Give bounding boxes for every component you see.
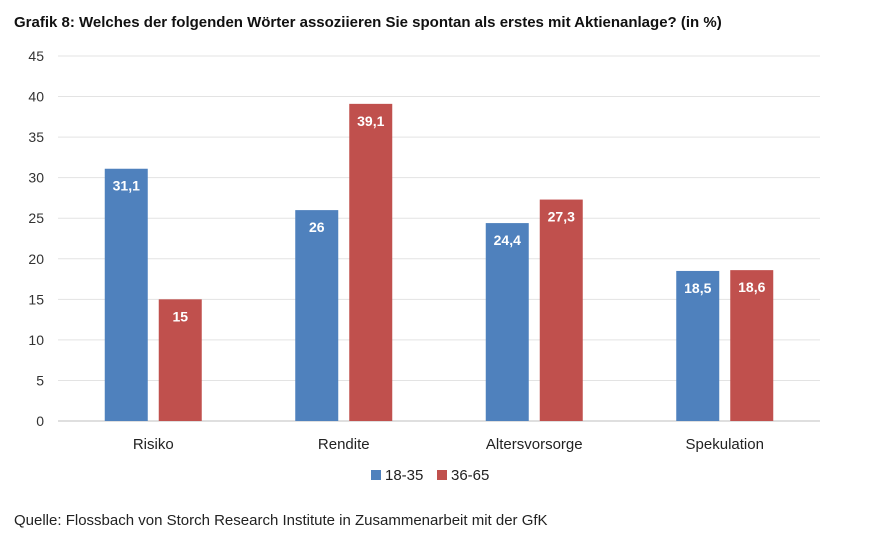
legend: 18-35 36-65 (371, 467, 489, 484)
y-tick-label: 30 (28, 170, 44, 186)
bar-rendite-36-65 (349, 103, 393, 421)
legend-swatch-18-35 (371, 470, 381, 480)
bar-risiko-18-35 (104, 168, 148, 421)
y-tick-label: 20 (28, 251, 44, 267)
bar-risiko-36-65 (158, 299, 202, 421)
y-tick-label: 0 (36, 413, 44, 429)
y-tick-label: 10 (28, 332, 44, 348)
bar-rendite-18-35 (295, 210, 339, 421)
category-label: Risiko (133, 436, 174, 453)
y-tick-label: 25 (28, 210, 44, 226)
data-label: 26 (309, 219, 325, 235)
data-label: 18,6 (738, 279, 765, 295)
category-label: Spekulation (686, 436, 764, 453)
bar-spekulation-36-65 (730, 270, 774, 421)
category-labels: Risiko Rendite Altersvorsorge Spekulation (133, 436, 764, 453)
source-note: Quelle: Flossbach von Storch Research In… (14, 512, 548, 529)
bar-altersvorsorge-18-35 (485, 223, 529, 421)
y-tick-label: 5 (36, 372, 44, 388)
data-label: 18,5 (684, 280, 711, 296)
bar-altersvorsorge-36-65 (539, 199, 583, 421)
chart-title: Grafik 8: Welches der folgenden Wörter a… (14, 14, 722, 31)
category-label: Altersvorsorge (486, 436, 583, 453)
data-label: 31,1 (113, 178, 140, 194)
bars (104, 103, 774, 421)
y-tick-label: 15 (28, 291, 44, 307)
data-label: 27,3 (548, 209, 575, 225)
data-label: 39,1 (357, 113, 384, 129)
legend-swatch-36-65 (437, 470, 447, 480)
data-label: 15 (172, 308, 188, 324)
category-label: Rendite (318, 436, 370, 453)
data-labels: 31,1 15 26 39,1 24,4 27,3 18,5 18,6 (113, 113, 766, 324)
bar-spekulation-18-35 (676, 270, 720, 421)
y-tick-label: 35 (28, 129, 44, 145)
y-tick-label: 40 (28, 89, 44, 105)
data-label: 24,4 (494, 232, 521, 248)
legend-label: 36-65 (451, 467, 489, 484)
y-axis-ticks: 0 5 10 15 20 25 30 35 40 45 (28, 48, 44, 429)
legend-label: 18-35 (385, 467, 423, 484)
y-tick-label: 45 (28, 48, 44, 64)
